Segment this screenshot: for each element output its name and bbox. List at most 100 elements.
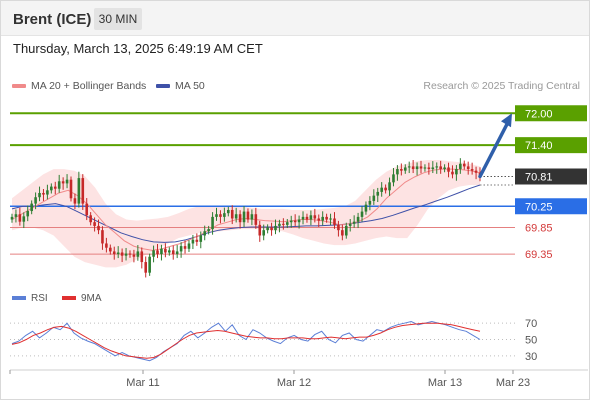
candle-body — [447, 167, 450, 172]
candle-body — [376, 191, 380, 196]
candle-body — [360, 211, 364, 217]
candle-body — [97, 225, 100, 231]
candle-body — [10, 216, 14, 220]
candle-body — [65, 179, 69, 184]
legend-rsi: RSI — [12, 293, 48, 304]
candle-body — [309, 215, 313, 220]
candle-body — [462, 163, 466, 167]
candle-body — [435, 166, 439, 168]
candle-body — [144, 262, 148, 273]
candle-body — [207, 229, 210, 232]
candle-body — [38, 192, 41, 198]
candle-body — [348, 223, 352, 226]
x-tick-label: Mar 13 — [428, 377, 462, 389]
candle-body — [423, 167, 427, 169]
candle-body — [34, 197, 37, 204]
candle-body — [160, 248, 163, 255]
instrument-title: Brent (ICE) — [13, 11, 92, 28]
bollinger-bands — [12, 160, 480, 268]
candle-body — [171, 250, 175, 255]
candle-body — [187, 243, 191, 249]
candle-body — [61, 181, 65, 184]
target-level-label: 71.40 — [525, 140, 553, 152]
last-price-tag — [515, 168, 587, 185]
candle-body — [136, 251, 140, 257]
candle-body — [175, 251, 179, 255]
header-bar: Brent (ICE) 30 MIN — [1, 1, 589, 36]
bollinger-band-fill — [12, 160, 480, 268]
candle-body — [124, 253, 128, 256]
candle-body — [419, 166, 423, 169]
candle-body — [183, 246, 187, 249]
rsi-line — [11, 320, 481, 362]
candle-body — [392, 174, 395, 183]
timeframe-badge[interactable]: 30 MIN — [94, 8, 142, 30]
candle-body — [258, 224, 262, 236]
candle-body — [313, 215, 317, 219]
candle-body — [400, 169, 403, 171]
candle-body — [384, 187, 387, 191]
candle-body — [368, 200, 372, 205]
projection — [478, 113, 512, 179]
candle-body — [132, 254, 136, 257]
target-level-label: 72.00 — [525, 108, 553, 120]
candle-body — [427, 167, 431, 170]
legend-ma20-label: MA 20 + Bollinger Bands — [31, 80, 147, 92]
candle-body — [443, 167, 446, 170]
candle-body — [282, 223, 285, 225]
candle-body — [238, 214, 242, 223]
x-tick-label: Mar 23 — [496, 377, 530, 389]
candle-body — [341, 230, 344, 236]
candle-body — [364, 204, 368, 212]
rsi-level-label: 50 — [525, 335, 537, 347]
x-tick-label: Mar 11 — [126, 377, 159, 389]
candle-body — [352, 221, 356, 224]
candle-body — [120, 252, 124, 256]
candle-body — [156, 250, 159, 255]
candle-body — [466, 166, 470, 170]
legend-rsi-label: RSI — [31, 293, 48, 304]
candle-body — [50, 186, 53, 191]
candle-body — [344, 225, 348, 236]
candle-body — [128, 253, 132, 255]
candle-body — [69, 179, 73, 199]
candle-body — [26, 211, 30, 217]
candle-body — [105, 243, 108, 248]
rsi-swatch — [12, 296, 26, 301]
candle-body — [22, 216, 26, 222]
candle-body — [230, 209, 234, 219]
candle-body — [203, 231, 207, 236]
candle-body — [301, 216, 305, 220]
projection-arrow-shaft — [478, 118, 511, 179]
legend-9ma-label: 9MA — [81, 293, 102, 304]
projection-arrow-head — [501, 113, 512, 128]
ma50-swatch — [156, 84, 170, 89]
legend-ma50-label: MA 50 — [175, 80, 205, 92]
candle-body — [148, 256, 151, 273]
candle-body — [179, 246, 183, 252]
candle-body — [333, 218, 336, 225]
candle-body — [116, 252, 120, 255]
candle-body — [411, 166, 415, 170]
candle-body — [380, 187, 383, 192]
pivot-level-label: 70.25 — [525, 201, 553, 213]
price-levels: 72.00 71.40 70.81 70.25 69.85 69.35 — [10, 105, 587, 261]
candle-body — [321, 216, 324, 221]
legend-ma20-bollinger: MA 20 + Bollinger Bands — [12, 80, 146, 92]
candle-body — [285, 222, 289, 225]
candle-body — [140, 251, 144, 263]
candle-body — [250, 214, 254, 220]
candle-body — [81, 178, 85, 204]
candle-body — [101, 230, 104, 244]
candle-body — [223, 213, 226, 217]
candle-body — [470, 169, 474, 171]
candle-body — [305, 216, 309, 220]
ma9-swatch — [62, 296, 76, 301]
candle-body — [215, 214, 218, 217]
candlesticks — [10, 158, 482, 278]
candle-body — [289, 220, 293, 223]
candle-body — [42, 192, 45, 195]
candle-body — [274, 225, 277, 231]
candle-body — [73, 198, 77, 204]
